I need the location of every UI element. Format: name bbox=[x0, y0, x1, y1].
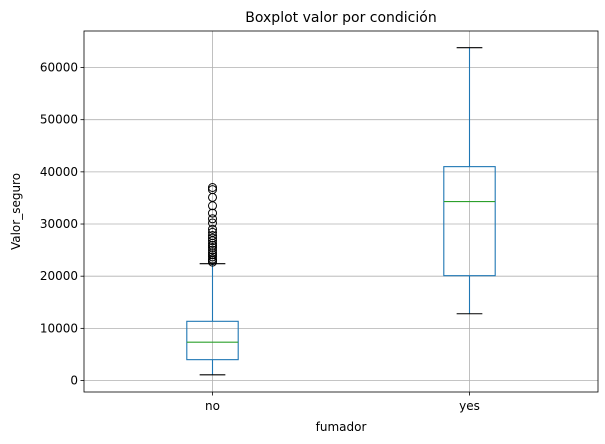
outlier-point bbox=[208, 230, 217, 240]
outlier-point bbox=[208, 240, 217, 250]
outlier-point bbox=[208, 185, 217, 195]
x-tick-label: yes bbox=[459, 399, 480, 413]
grid-layer bbox=[84, 31, 598, 392]
outlier-point bbox=[208, 250, 217, 260]
y-axis-title: Valor_seguro bbox=[9, 173, 23, 250]
y-tick-label: 60000 bbox=[40, 61, 78, 75]
y-tick-label: 20000 bbox=[40, 269, 78, 283]
x-axis-title: fumador bbox=[316, 420, 367, 434]
outlier-point bbox=[208, 224, 217, 234]
outlier-point bbox=[208, 242, 217, 252]
outlier-point bbox=[208, 245, 217, 255]
y-tick-label: 50000 bbox=[40, 113, 78, 127]
outlier-point bbox=[208, 218, 217, 228]
outlier-point bbox=[208, 227, 217, 237]
box-group-no bbox=[186, 183, 239, 376]
outlier-point bbox=[208, 233, 217, 243]
iqr-box bbox=[186, 320, 239, 361]
iqr-box bbox=[443, 166, 496, 277]
axis-layer: 0 10000 20000 30000 40000 50000 60000 no yes bbox=[40, 61, 480, 413]
chart-title: Boxplot valor por condición bbox=[245, 10, 436, 26]
outlier-point bbox=[208, 214, 217, 224]
box-layer bbox=[186, 47, 496, 376]
y-tick-label: 10000 bbox=[40, 321, 78, 335]
outlier-point bbox=[208, 183, 217, 193]
outlier-point bbox=[208, 208, 217, 218]
box-group-yes bbox=[443, 47, 496, 315]
outlier-point bbox=[208, 248, 217, 258]
plot-frame bbox=[83, 30, 599, 393]
y-tick-label: 40000 bbox=[40, 165, 78, 179]
x-tick-label: no bbox=[205, 399, 220, 413]
outlier-point bbox=[208, 252, 217, 262]
y-tick-label: 0 bbox=[70, 374, 78, 388]
y-tick-label: 30000 bbox=[40, 217, 78, 231]
outlier-point bbox=[208, 254, 217, 264]
